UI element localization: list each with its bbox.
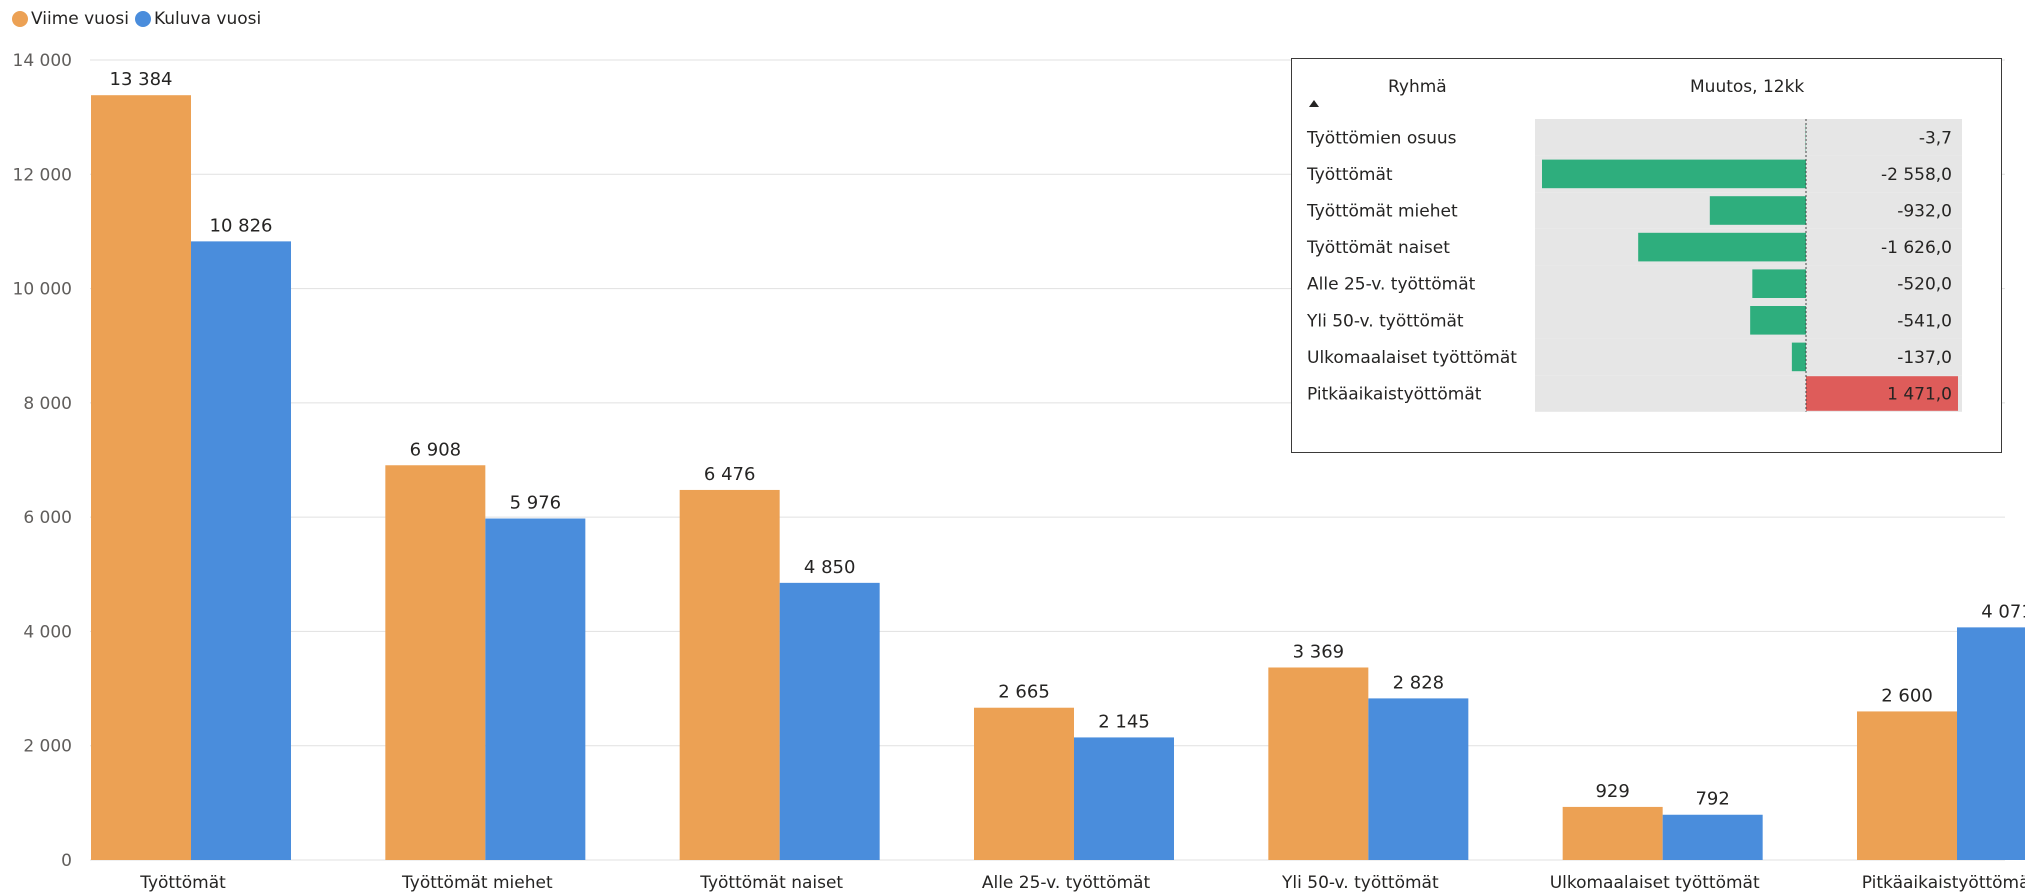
legend-label: Kuluva vuosi [153,9,262,29]
data-label: 3 369 [1293,641,1345,662]
table-row[interactable]: Alle 25-v. työttömät -520,0 [1307,265,1962,302]
legend-dot-icon [12,11,28,27]
x-tick-label: Pitkäaikaistyöttömät [1862,873,2025,893]
bar-last-year[interactable] [974,707,1074,860]
column-header-group[interactable]: Ryhmä [1388,77,1447,97]
row-group-label: Työttömät [1306,165,1393,185]
row-value-label: -541,0 [1897,311,1952,331]
change-table-visual: Ryhmä Muutos, 12kk Työttömien osuus -3,7 T… [1291,58,2002,453]
table-row[interactable]: Pitkäaikaistyöttömät 1 471,0 [1307,375,1962,412]
bar-current-year[interactable] [1662,814,1763,860]
legend-item-current-year[interactable]: Kuluva vuosi [134,9,262,29]
data-label: 4 071 [1981,601,2025,622]
x-tick-label: Ulkomaalaiset työttömät [1550,873,1760,893]
row-group-label: Alle 25-v. työttömät [1307,275,1476,295]
row-value-label: -1 626,0 [1881,238,1952,258]
table-row[interactable]: Työttömät naiset -1 626,0 [1306,228,1962,266]
data-label: 5 976 [510,493,562,514]
legend: Viime vuosi Kuluva vuosi [12,8,261,30]
bar-last-year[interactable] [385,465,486,860]
data-bar-negative [1542,159,1806,189]
row-value-label: 1 471,0 [1887,385,1952,405]
data-bar-background [1535,265,1962,302]
table-row[interactable]: Yli 50-v. työttömät -541,0 [1306,302,1962,339]
data-label: 2 665 [998,682,1050,703]
row-value-label: -932,0 [1897,202,1952,222]
x-tick-label: Yli 50-v. työttömät [1281,873,1439,893]
y-tick-label: 14 000 [13,51,72,71]
data-label: 2 600 [1881,685,1933,706]
bar-last-year[interactable] [1268,667,1369,860]
bar-current-year[interactable] [1957,627,2025,860]
data-bar-background [1535,338,1962,376]
data-label: 929 [1595,781,1629,802]
y-tick-label: 0 [61,851,72,871]
row-value-label: -137,0 [1897,348,1952,368]
row-group-label: Ulkomaalaiset työttömät [1307,348,1517,368]
data-bar-negative [1638,232,1806,262]
x-tick-label: Alle 25-v. työttömät [982,873,1151,893]
data-bar-background [1535,302,1962,339]
data-label: 6 908 [410,439,462,460]
bar-current-year[interactable] [191,241,291,860]
x-axis: Työttömät Työttömät miehet Työttömät naise… [139,873,2025,893]
y-tick-label: 8 000 [23,394,72,414]
data-label: 13 384 [110,69,173,90]
data-bar-negative [1750,306,1806,335]
x-tick-label: Työttömät miehet [401,873,553,893]
data-label: 2 145 [1098,711,1150,732]
bar-last-year[interactable] [1562,806,1663,860]
column-header-change[interactable]: Muutos, 12kk [1690,77,1805,97]
data-bar-negative [1791,342,1806,372]
data-label: 2 828 [1393,672,1445,693]
legend-dot-icon [134,11,151,27]
sort-ascending-icon[interactable] [1309,100,1319,107]
row-group-label: Työttömien osuus [1306,128,1457,148]
x-tick-label: Työttömät [139,873,226,893]
legend-label: Viime vuosi [31,9,129,29]
table-row[interactable]: Ulkomaalaiset työttömät -137,0 [1307,338,1962,376]
bars: 13 384 10 826 6 908 5 976 6 476 4 850 2 665 2 1… [91,69,2025,860]
bar-current-year[interactable] [1368,698,1469,860]
data-bar-negative [1752,269,1806,298]
bar-last-year[interactable] [679,489,780,860]
data-bar-positive [1806,376,1958,411]
bar-current-year[interactable] [779,582,880,860]
row-value-label: -520,0 [1897,275,1952,295]
y-tick-label: 12 000 [13,165,72,185]
table-row[interactable]: Työttömät miehet -932,0 [1306,192,1962,229]
bar-last-year[interactable] [91,95,191,860]
row-group-label: Pitkäaikaistyöttömät [1307,385,1482,405]
y-axis: 0 2 000 4 000 6 000 8 000 10 000 12 000 14 000 [13,51,72,871]
row-value-label: -3,7 [1919,128,1952,148]
table-row[interactable]: Työttömät -2 558,0 [1306,155,1962,193]
row-value-label: -2 558,0 [1881,165,1952,185]
y-tick-label: 6 000 [23,508,72,528]
bar-current-year[interactable] [485,518,586,860]
y-tick-label: 2 000 [23,737,72,757]
data-bar-negative [1709,196,1806,225]
row-group-label: Työttömät naiset [1306,238,1450,258]
bar-current-year[interactable] [1074,737,1174,860]
row-group-label: Yli 50-v. työttömät [1306,311,1464,331]
x-tick-label: Työttömät naiset [699,873,843,893]
y-tick-label: 4 000 [23,622,72,642]
bar-last-year[interactable] [1857,711,1957,860]
data-label: 792 [1695,789,1729,810]
data-bar-background [1535,119,1962,156]
table-row[interactable]: Työttömien osuus -3,7 [1306,119,1962,156]
data-label: 4 850 [804,557,856,578]
legend-item-last-year[interactable]: Viime vuosi [12,9,129,29]
row-group-label: Työttömät miehet [1306,202,1458,222]
data-label: 10 826 [210,215,273,236]
data-label: 6 476 [704,464,756,485]
y-tick-label: 10 000 [13,280,72,300]
